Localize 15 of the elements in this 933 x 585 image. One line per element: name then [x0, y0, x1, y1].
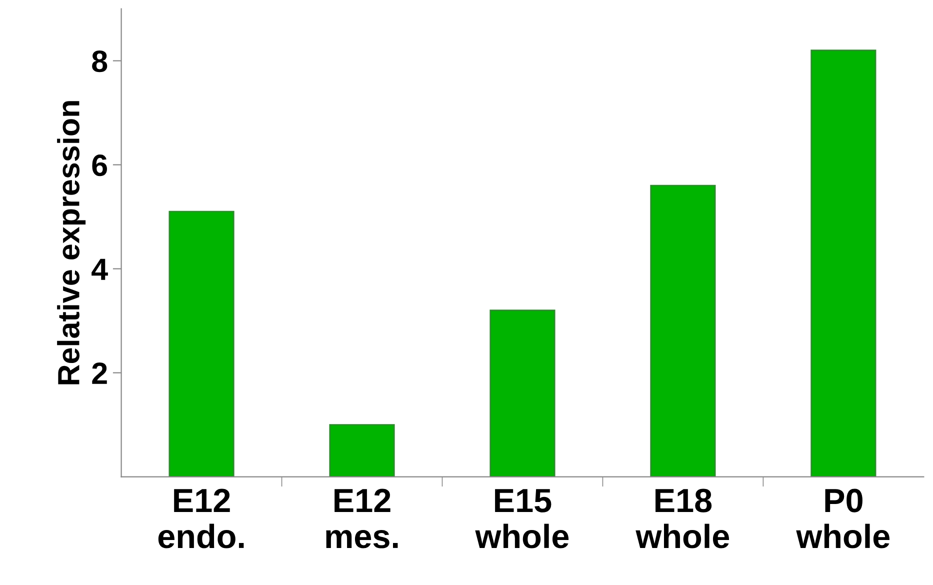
y-tick-label: 2 [92, 362, 107, 384]
y-tick-label: 6 [92, 154, 107, 176]
x-tick-label: E15 whole [475, 489, 569, 548]
bar [650, 184, 716, 477]
y-tick-label: 8 [92, 50, 108, 72]
y-tick-label: 4 [92, 258, 108, 280]
x-tick-label: E18 whole [636, 488, 730, 548]
x-tick-label: E12 mes. [326, 488, 398, 548]
bar [490, 310, 556, 477]
y-axis-title: Relative expression [57, 101, 86, 384]
x-tick-label: E12 endo. [158, 488, 244, 548]
bar [329, 424, 395, 477]
bar [168, 210, 234, 477]
x-tick-label: P0 whole [796, 488, 890, 548]
bar [810, 50, 876, 477]
